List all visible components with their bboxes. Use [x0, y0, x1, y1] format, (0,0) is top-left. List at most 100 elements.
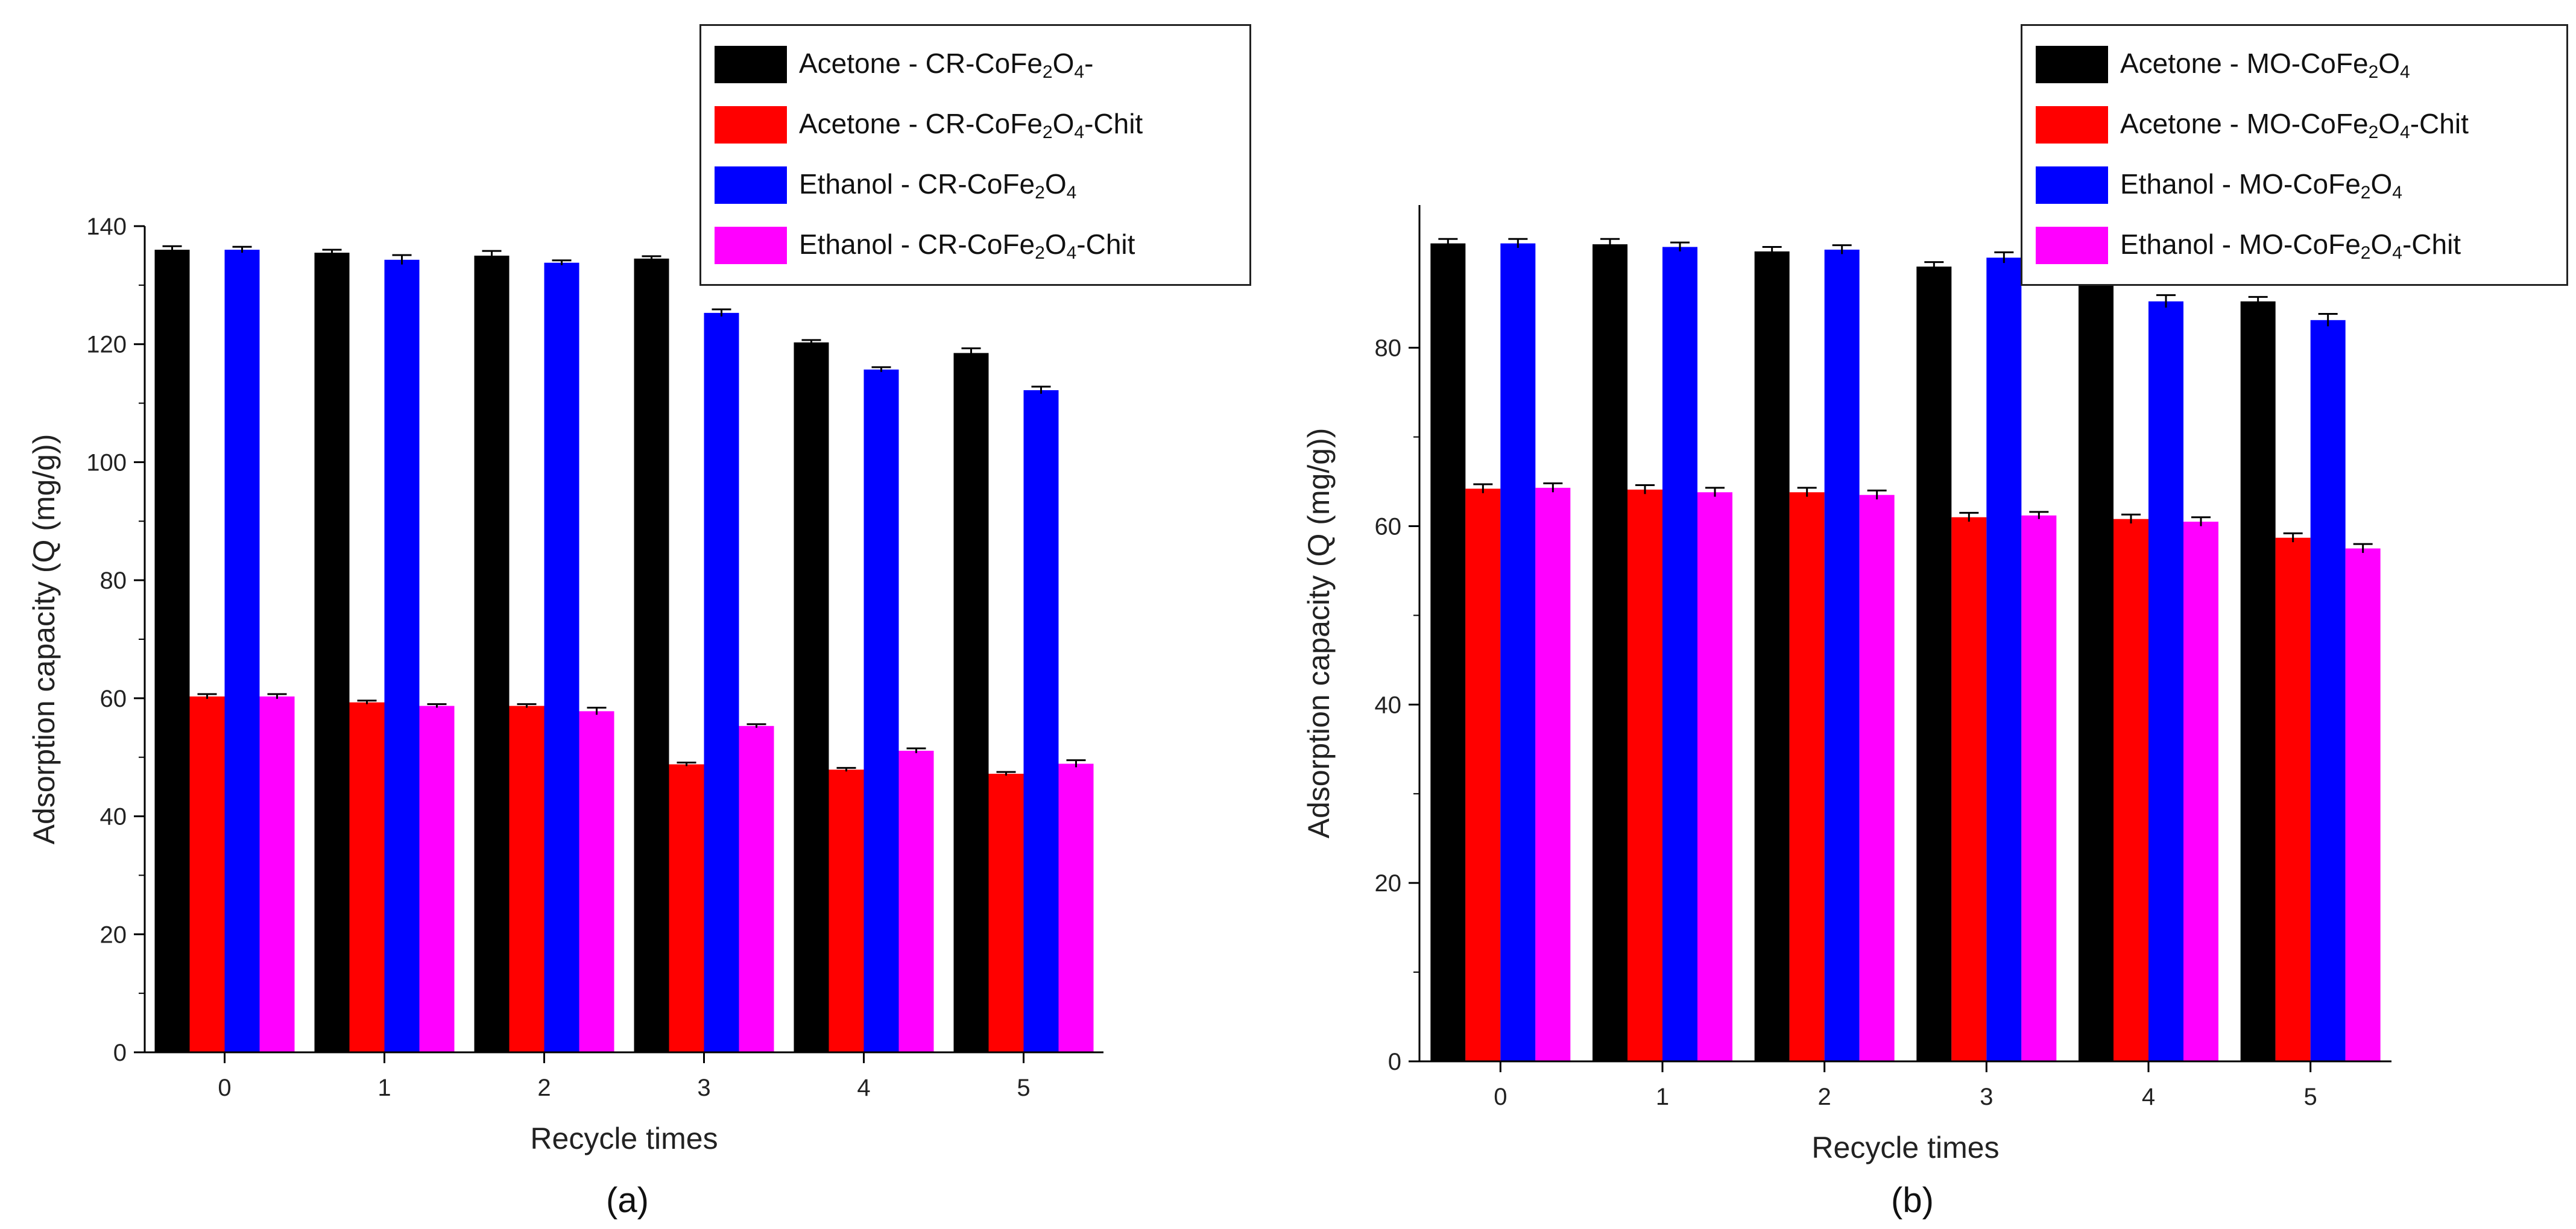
x-tick-label: 1 — [1656, 1084, 1669, 1110]
panel-label-a: (a) — [606, 1181, 649, 1220]
bar — [2079, 282, 2114, 1061]
chart-a-svg: 0 20 40 60 80 100 120 140 0 1 2 3 4 5 Recycle times Ads… — [27, 213, 1103, 1155]
bar — [634, 258, 669, 1053]
bar — [2310, 320, 2346, 1061]
legend-swatch — [2036, 166, 2108, 204]
bar — [2114, 519, 2148, 1061]
y-tick-label: 40 — [1375, 692, 1402, 718]
bar — [1754, 251, 1790, 1062]
y-tick-label: 0 — [113, 1040, 127, 1066]
bar — [2240, 301, 2276, 1061]
legend-label: Ethanol - MO-CoFe2O4-Chit — [2120, 228, 2461, 263]
y-tick-label: 80 — [100, 567, 127, 594]
legend-b: Acetone - MO-CoFe2O4 Acetone - MO-CoFe2O… — [2021, 24, 2568, 286]
bar — [1951, 517, 1987, 1061]
legend-swatch — [715, 106, 787, 144]
legend-item: Ethanol - MO-CoFe2O4 — [2036, 155, 2553, 215]
bar — [2183, 522, 2218, 1061]
bar — [1697, 492, 1732, 1061]
bar — [704, 312, 739, 1052]
x-axis-label: Recycle times — [1811, 1131, 1999, 1164]
bar — [419, 706, 455, 1052]
bar — [1627, 489, 1662, 1061]
chart-panel-b: 0 20 40 60 80 0 1 2 3 4 5 Recycle times Adsorption c… — [1288, 0, 2576, 1229]
bar — [189, 696, 225, 1052]
legend-item: Ethanol - MO-CoFe2O4-Chit — [2036, 215, 2553, 276]
bar — [154, 250, 190, 1053]
x-tick-label: 0 — [1494, 1084, 1507, 1110]
chart-b-svg: 0 20 40 60 80 0 1 2 3 4 5 Recycle times Adsorption c… — [1302, 205, 2391, 1164]
legend-swatch — [715, 166, 787, 204]
y-tick-label: 60 — [1375, 514, 1402, 540]
bar — [1023, 390, 1059, 1052]
x-tick-label: 0 — [218, 1075, 231, 1101]
legend-item: Acetone - MO-CoFe2O4 — [2036, 34, 2553, 95]
bar — [1058, 763, 1094, 1052]
y-tick-label: 80 — [1375, 335, 1402, 362]
bar — [1500, 243, 1536, 1062]
bar — [669, 764, 704, 1052]
legend-swatch — [715, 227, 787, 264]
bar — [224, 250, 260, 1053]
bar — [1593, 244, 1627, 1061]
y-tick-label: 120 — [86, 332, 127, 358]
bar — [349, 702, 385, 1052]
x-axis-label: Recycle times — [530, 1122, 718, 1155]
legend-label: Acetone - MO-CoFe2O4 — [2120, 47, 2410, 82]
legend-swatch — [715, 46, 787, 83]
x-tick-label: 2 — [537, 1075, 551, 1101]
bar — [1986, 257, 2022, 1061]
bar — [2021, 515, 2057, 1061]
legend-label: Ethanol - MO-CoFe2O4 — [2120, 168, 2402, 203]
legend-item: Acetone - CR-CoFe2O4- — [715, 34, 1236, 95]
bar — [384, 259, 420, 1052]
bar — [1465, 488, 1501, 1061]
legend-swatch — [2036, 227, 2108, 264]
legend-item: Ethanol - CR-CoFe2O4-Chit — [715, 215, 1236, 276]
x-tick-label: 5 — [2304, 1084, 2317, 1110]
y-axis-label: Adsorption capacity (Q (mg/g)) — [27, 434, 61, 845]
legend-item: Ethanol - CR-CoFe2O4 — [715, 155, 1236, 215]
bar — [579, 711, 614, 1052]
x-tick-label: 3 — [697, 1075, 710, 1101]
legend-swatch — [2036, 46, 2108, 83]
bar — [2148, 301, 2183, 1061]
bar — [1535, 487, 1571, 1061]
bar — [988, 774, 1024, 1052]
bar — [474, 255, 510, 1052]
bar — [1789, 492, 1825, 1061]
bar — [863, 369, 899, 1052]
y-tick-label: 100 — [86, 449, 127, 476]
legend-label: Acetone - CR-CoFe2O4- — [799, 47, 1094, 82]
bar — [898, 750, 934, 1052]
bar — [544, 262, 579, 1053]
y-tick-label: 20 — [100, 921, 127, 948]
y-tick-label: 140 — [86, 213, 127, 240]
y-tick-label: 20 — [1375, 870, 1402, 897]
legend-a: Acetone - CR-CoFe2O4- Acetone - CR-CoFe2… — [699, 24, 1251, 286]
legend-item: Acetone - MO-CoFe2O4-Chit — [2036, 95, 2553, 155]
bar — [509, 706, 545, 1052]
bar — [2345, 548, 2381, 1061]
x-tick-label: 4 — [857, 1075, 870, 1101]
y-tick-label: 0 — [1388, 1049, 1401, 1075]
bar — [1916, 267, 1952, 1061]
bar — [1824, 249, 1860, 1061]
legend-label: Acetone - MO-CoFe2O4-Chit — [2120, 107, 2469, 142]
legend-swatch — [2036, 106, 2108, 144]
bar — [829, 769, 864, 1052]
bar — [794, 342, 829, 1052]
bar — [739, 725, 774, 1052]
legend-label: Ethanol - CR-CoFe2O4 — [799, 168, 1077, 203]
x-tick-label: 5 — [1017, 1075, 1030, 1101]
bar — [314, 253, 350, 1053]
bar — [259, 696, 295, 1052]
bar — [1430, 243, 1466, 1062]
bar — [2275, 537, 2311, 1061]
y-tick-label: 40 — [100, 804, 127, 830]
bar — [1859, 494, 1895, 1061]
x-tick-label: 4 — [2142, 1084, 2155, 1110]
bar — [953, 353, 989, 1053]
x-tick-label: 3 — [1980, 1084, 1993, 1110]
bar — [1662, 247, 1697, 1061]
